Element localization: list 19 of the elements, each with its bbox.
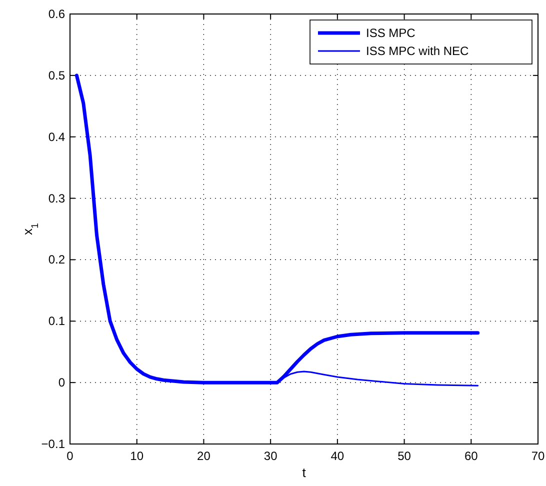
x-tick-label: 0 (66, 449, 74, 463)
y-tick-label: 0.5 (48, 68, 66, 82)
y-tick-label: 0.1 (48, 314, 66, 328)
y-tick-label: 0.3 (48, 191, 66, 206)
x-axis-title: t (302, 465, 306, 480)
x-tick-label: 10 (130, 449, 144, 463)
y-tick-label: 0 (58, 376, 66, 390)
x-tick-label: 20 (197, 449, 211, 463)
y-tick-label: 0.6 (48, 7, 66, 21)
y-tick-label: 0.4 (48, 130, 66, 144)
legend-label: ISS MPC (366, 26, 416, 40)
y-tick-label: −0.1 (41, 437, 66, 451)
y-tick-label: 0.2 (48, 252, 66, 267)
x-tick-label: 30 (264, 449, 278, 463)
x-tick-label: 40 (330, 449, 344, 463)
legend-label: ISS MPC with NEC (366, 44, 470, 58)
x-tick-label: 50 (398, 449, 412, 463)
x-tick-label: 70 (531, 449, 545, 463)
x-tick-label: 60 (464, 449, 478, 463)
